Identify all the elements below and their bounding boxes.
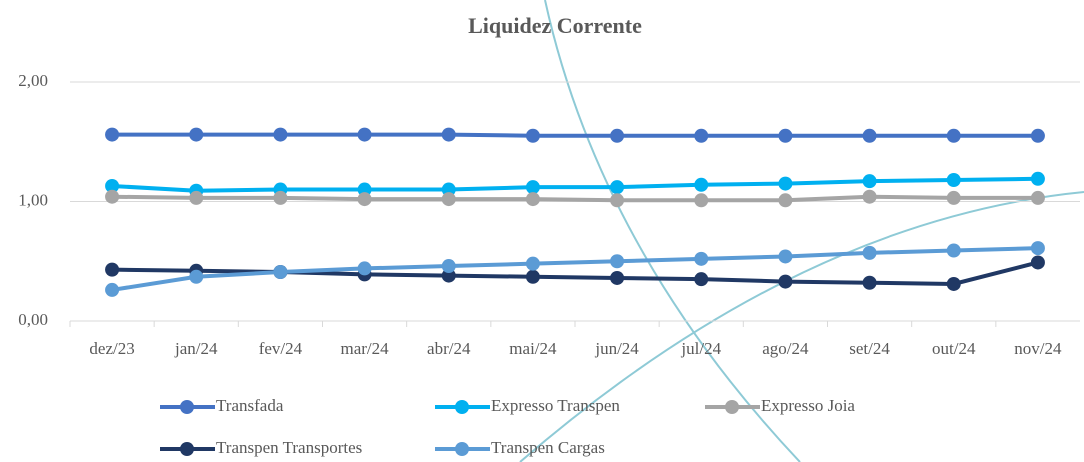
point	[441, 259, 456, 274]
point	[105, 262, 120, 277]
x-tick-label: ago/24	[762, 339, 809, 358]
x-tick-label: nov/24	[1014, 339, 1062, 358]
point	[441, 192, 456, 207]
series-line	[112, 194, 1038, 203]
point	[525, 256, 540, 271]
point	[694, 177, 709, 192]
x-tick-label: jan/24	[174, 339, 218, 358]
point	[778, 128, 793, 143]
x-tick-label: mai/24	[509, 339, 557, 358]
point	[610, 193, 625, 208]
point	[1030, 128, 1045, 143]
point	[694, 128, 709, 143]
series-line	[111, 176, 1038, 193]
x-tick-label: mar/24	[341, 339, 390, 358]
point	[273, 127, 288, 142]
legend-marker	[455, 442, 469, 456]
series-line	[112, 132, 1038, 138]
legend-marker	[180, 442, 194, 456]
point	[189, 190, 204, 205]
point	[610, 270, 625, 285]
point	[1030, 171, 1045, 186]
legend-label: Transpen Cargas	[491, 438, 605, 457]
legend-label: Transpen Transportes	[216, 438, 362, 457]
point	[862, 245, 877, 260]
x-tick-label: jul/24	[680, 339, 721, 358]
point	[357, 261, 372, 276]
point	[946, 276, 961, 291]
y-tick-label: 1,00	[18, 190, 48, 209]
point	[105, 178, 120, 193]
point	[946, 243, 961, 258]
x-tick-label: dez/23	[89, 339, 134, 358]
point	[946, 172, 961, 187]
legend-label: Transfada	[216, 396, 284, 415]
legend-marker	[180, 400, 194, 414]
point	[862, 128, 877, 143]
legend-marker	[725, 400, 739, 414]
x-tick-label: fev/24	[259, 339, 303, 358]
point	[1030, 190, 1045, 205]
chart-title: Liquidez Corrente	[468, 13, 642, 38]
point	[1030, 241, 1045, 256]
point	[778, 274, 793, 289]
point	[694, 251, 709, 266]
point	[778, 249, 793, 264]
point	[946, 128, 961, 143]
x-tick-label: out/24	[932, 339, 976, 358]
point	[441, 127, 456, 142]
point	[189, 127, 204, 142]
point	[862, 189, 877, 204]
point	[610, 180, 625, 195]
point	[778, 176, 793, 191]
point	[610, 254, 625, 269]
point	[778, 193, 793, 208]
decoration-arc	[519, 191, 1084, 462]
point	[525, 192, 540, 207]
x-tick-label: abr/24	[427, 339, 471, 358]
y-tick-label: 0,00	[18, 310, 48, 329]
point	[862, 174, 877, 189]
point	[105, 282, 120, 297]
point	[946, 190, 961, 205]
point	[694, 193, 709, 208]
y-tick-label: 2,00	[18, 71, 48, 90]
legend-label: Expresso Transpen	[491, 396, 620, 415]
x-tick-label: set/24	[849, 339, 890, 358]
point	[357, 127, 372, 142]
point	[357, 192, 372, 207]
legend-label: Expresso Joia	[761, 396, 855, 415]
point	[189, 269, 204, 284]
point	[105, 189, 120, 204]
point	[862, 275, 877, 290]
x-tick-label: jun/24	[594, 339, 639, 358]
point	[273, 265, 288, 280]
point	[694, 272, 709, 287]
point	[105, 127, 120, 142]
point	[610, 128, 625, 143]
point	[525, 128, 540, 143]
point	[525, 269, 540, 284]
legend-marker	[455, 400, 469, 414]
point	[1030, 255, 1045, 270]
point	[525, 180, 540, 195]
decoration-arc	[544, 0, 801, 462]
point	[273, 190, 288, 205]
series-line	[111, 246, 1038, 292]
